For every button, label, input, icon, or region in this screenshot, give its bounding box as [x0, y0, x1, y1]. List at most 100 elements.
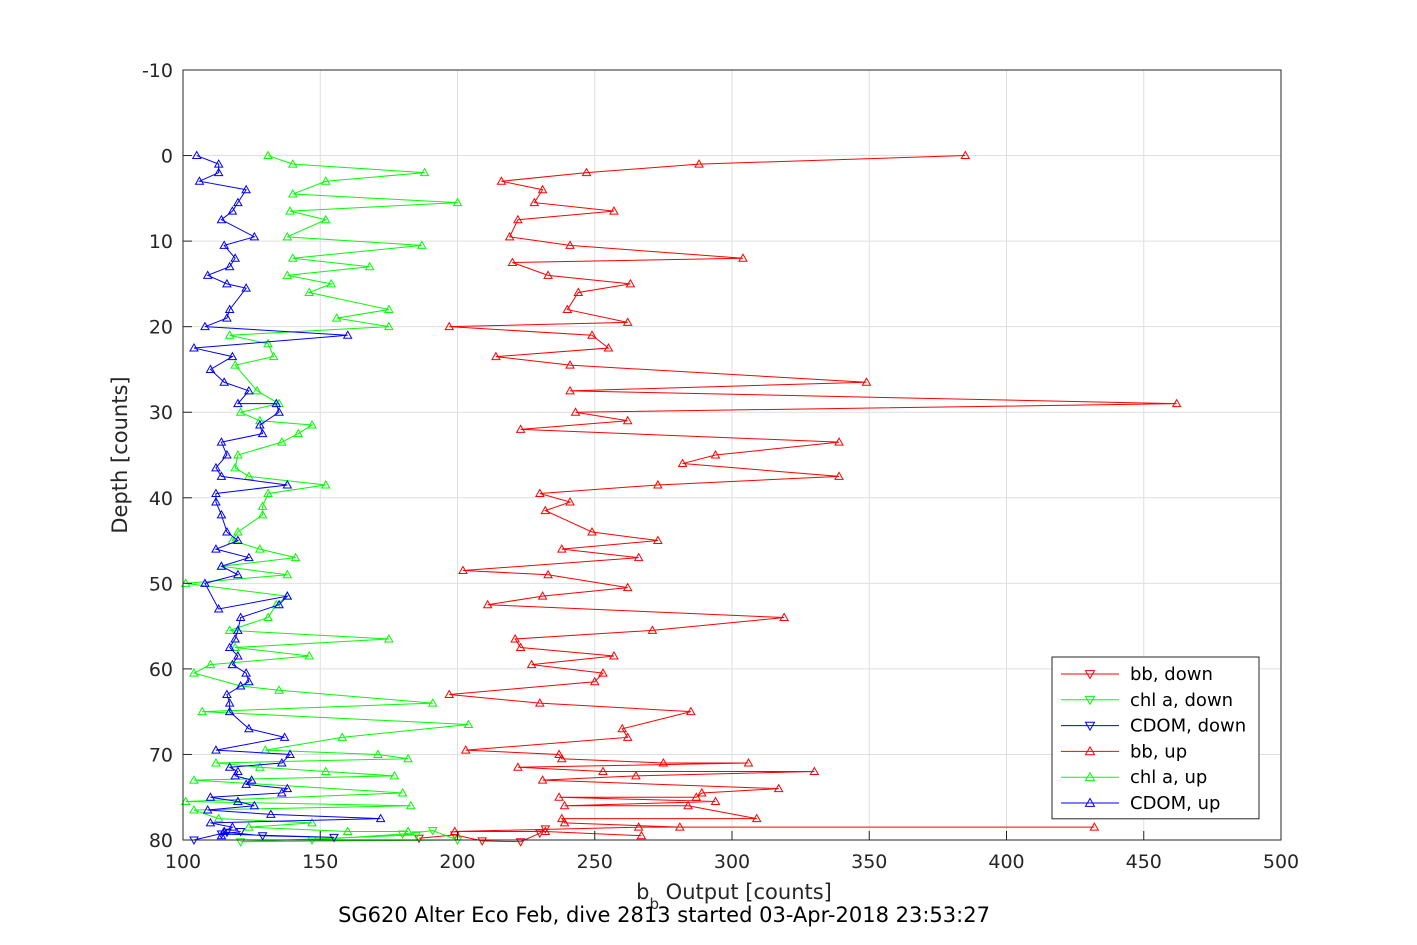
data-point-marker — [211, 757, 221, 767]
data-point-marker — [861, 377, 872, 386]
y-tick-label: 10 — [149, 231, 173, 253]
data-point-marker — [477, 837, 488, 846]
x-axis-label-main: b — [636, 880, 649, 904]
data-point-marker — [636, 830, 647, 840]
data-point-marker — [244, 471, 254, 480]
data-point-marker — [559, 800, 570, 810]
axis-ticks: 100 150 200 250 300 350 400 450 500 -10 0 10 20 30 40 5… — [142, 60, 1299, 873]
data-point-marker — [540, 826, 551, 835]
legend-entry: bb, down — [1061, 664, 1213, 685]
data-point-marker — [589, 676, 600, 686]
data-point-marker — [389, 770, 400, 780]
data-point-marker — [274, 407, 284, 416]
data-point-marker — [211, 544, 221, 553]
data-point-marker — [482, 599, 493, 609]
data-point-marker — [683, 800, 693, 810]
data-point-marker — [222, 449, 232, 459]
x-tick-label: 250 — [577, 851, 613, 873]
data-point-marker — [1089, 822, 1100, 831]
data-point-marker — [540, 505, 551, 515]
data-point-marker — [282, 479, 293, 489]
data-point-marker — [609, 206, 619, 215]
legend-marker-swatch — [1084, 670, 1096, 680]
data-point-marker — [287, 159, 298, 168]
data-point-marker — [230, 770, 241, 780]
y-tick-label: 20 — [149, 317, 173, 339]
data-point-marker — [375, 813, 386, 823]
data-point-marker — [224, 261, 235, 271]
data-point-marker — [444, 689, 455, 699]
data-point-marker — [743, 757, 754, 767]
data-point-marker — [213, 167, 224, 177]
data-point-marker — [224, 698, 235, 707]
data-point-marker — [211, 497, 221, 506]
data-point-marker — [834, 471, 844, 480]
data-point-marker — [1171, 398, 1182, 408]
data-point-marker — [257, 428, 268, 438]
data-point-marker — [227, 822, 238, 831]
data-point-marker — [463, 719, 474, 728]
data-point-marker — [513, 762, 523, 771]
series-line — [240, 830, 458, 843]
data-point-marker — [384, 321, 394, 331]
data-point-marker — [565, 240, 575, 249]
data-point-marker — [219, 826, 230, 835]
data-point-marker — [809, 766, 820, 776]
data-point-marker — [282, 783, 293, 793]
data-point-marker — [227, 206, 238, 215]
data-point-marker — [562, 304, 573, 314]
data-point-marker — [211, 462, 221, 472]
data-point-marker — [265, 809, 276, 818]
data-point-marker — [559, 817, 570, 827]
legend-entry: chl a, up — [1061, 767, 1207, 788]
data-point-marker — [233, 569, 243, 579]
data-point-marker — [285, 749, 295, 758]
x-tick-label: 150 — [302, 851, 338, 873]
data-point-marker — [254, 762, 265, 771]
data-point-marker — [710, 449, 721, 459]
data-point-marker — [254, 420, 265, 429]
data-point-marker — [603, 343, 614, 352]
legend-label: CDOM, up — [1130, 793, 1220, 814]
data-point-marker — [230, 253, 241, 262]
data-point-marker — [504, 231, 515, 241]
data-point-marker — [617, 723, 628, 733]
data-point-marker — [293, 428, 304, 438]
data-point-marker — [191, 150, 202, 160]
data-point-marker — [565, 360, 575, 369]
data-point-marker — [416, 240, 427, 249]
data-point-marker — [677, 458, 688, 468]
data-point-marker — [653, 479, 663, 489]
data-point-marker — [543, 270, 553, 279]
x-tick-label: 100 — [165, 851, 201, 873]
data-point-marker — [249, 800, 260, 810]
data-point-marker — [397, 787, 408, 797]
data-point-marker — [205, 792, 216, 801]
figure-caption: SG620 Alter Eco Feb, dive 2813 started 0… — [338, 903, 990, 927]
data-point-marker — [556, 753, 567, 763]
data-point-marker — [189, 775, 199, 784]
data-point-marker — [342, 330, 353, 339]
y-axis-label: Depth [counts] — [108, 376, 132, 533]
data-point-marker — [326, 278, 337, 288]
data-point-marker — [227, 535, 238, 545]
legend-marker-swatch — [1084, 721, 1096, 732]
data-point-marker — [233, 526, 243, 536]
legend-label: bb, up — [1130, 741, 1187, 762]
data-point-marker — [537, 184, 548, 194]
data-point-marker — [224, 706, 235, 716]
series-line — [449, 155, 1177, 837]
data-point-marker — [189, 343, 199, 352]
data-point-marker — [257, 832, 268, 841]
data-point-marker — [233, 651, 243, 660]
data-point-marker — [449, 826, 460, 835]
data-point-marker — [537, 775, 548, 784]
data-point-marker — [515, 642, 526, 651]
data-point-marker — [674, 822, 685, 831]
data-point-marker — [307, 420, 317, 429]
data-point-marker — [241, 779, 251, 788]
data-point-marker — [403, 826, 413, 835]
data-point-marker — [320, 214, 331, 224]
data-point-marker — [216, 437, 227, 446]
data-point-marker — [200, 578, 210, 587]
